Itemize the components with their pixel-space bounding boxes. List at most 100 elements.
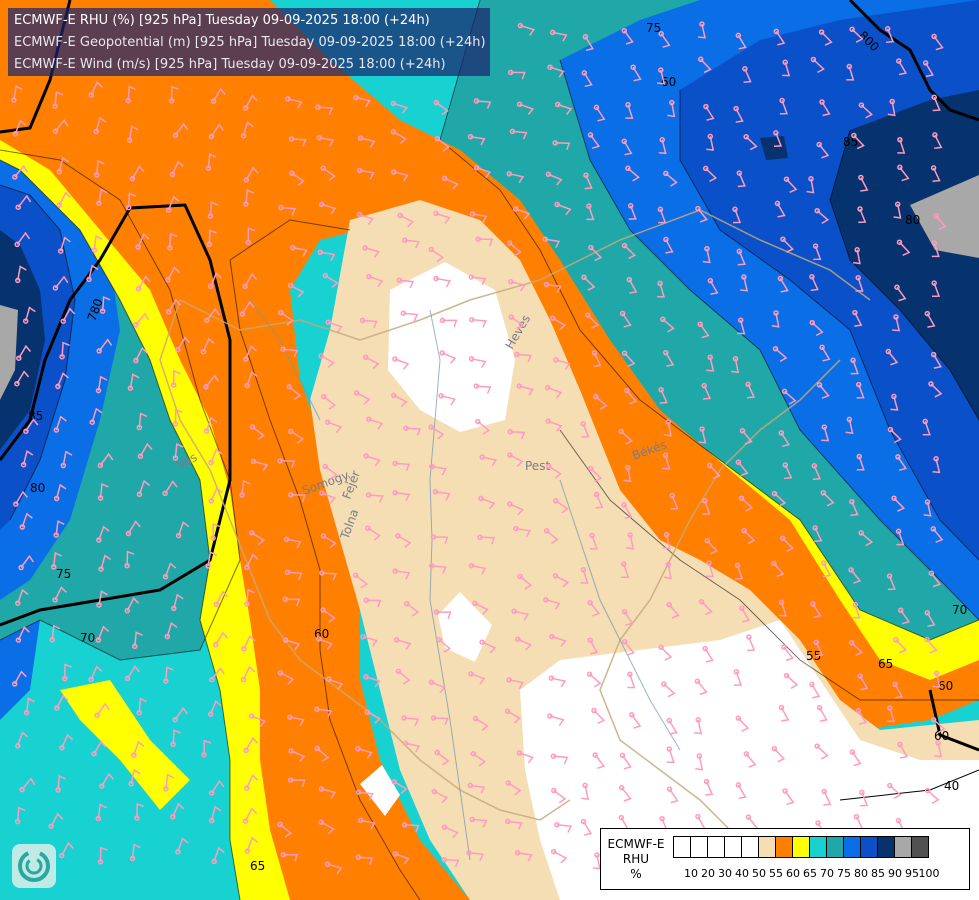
wind-barb	[898, 60, 908, 76]
wind-barb	[127, 85, 136, 101]
wind-barb-station	[248, 713, 255, 719]
legend-tick-label: 20	[701, 867, 715, 880]
wind-barb	[480, 497, 496, 510]
wind-barb	[289, 716, 305, 727]
wind-barb-station	[135, 286, 142, 292]
wind-barb	[215, 590, 229, 605]
wind-barb	[126, 550, 135, 566]
wind-barb	[174, 408, 183, 424]
wind-barb	[480, 536, 496, 545]
wind-barb-station	[858, 174, 864, 181]
wind-barb-station	[884, 26, 891, 32]
wind-barb	[625, 104, 634, 119]
wind-barb-station	[285, 96, 291, 102]
wind-barb	[355, 574, 368, 589]
wind-barb	[470, 673, 486, 685]
wind-barb	[208, 229, 217, 245]
wind-barb	[431, 465, 447, 476]
wind-barb-station	[704, 245, 710, 252]
wind-barb	[551, 635, 567, 647]
wind-barb-station	[856, 453, 862, 460]
wind-barb	[24, 306, 36, 322]
wind-barb	[519, 103, 534, 115]
wind-barb-station	[430, 715, 437, 721]
wind-barb	[705, 781, 714, 796]
wind-barb	[631, 714, 642, 729]
wind-barb	[663, 683, 676, 698]
wind-barb	[50, 812, 64, 827]
wind-barb-station	[818, 29, 825, 35]
wind-barb-station	[403, 425, 409, 431]
wind-barb	[211, 779, 225, 794]
wind-barb-station	[930, 351, 937, 358]
wind-barb-station	[475, 236, 481, 242]
wind-barb	[435, 491, 451, 501]
wind-barb-station	[320, 393, 327, 400]
wind-barb-station	[363, 674, 369, 680]
wind-barb	[821, 101, 831, 117]
wind-barb	[477, 421, 491, 435]
wind-barb	[57, 774, 67, 791]
wind-barb-station	[554, 822, 560, 828]
wind-barb-station	[810, 56, 817, 63]
wind-barb-station	[815, 820, 821, 826]
wind-barb	[737, 35, 747, 50]
wind-barb	[889, 784, 902, 799]
wind-barb	[520, 24, 536, 36]
wind-barb	[287, 98, 303, 109]
wind-barb	[815, 642, 824, 657]
wind-barb	[700, 58, 712, 74]
wind-barb-station	[924, 610, 931, 616]
wind-barb-station	[438, 393, 444, 399]
wind-barb	[782, 61, 791, 77]
wind-barb	[362, 319, 378, 329]
wind-barb-station	[702, 165, 709, 172]
wind-barb-station	[244, 601, 250, 607]
wind-barb-station	[314, 745, 321, 752]
wind-barb-station	[60, 318, 66, 324]
wind-barb	[854, 312, 863, 327]
contour-label: 55	[806, 649, 821, 663]
wind-barb	[246, 553, 259, 568]
wind-barb-station	[95, 387, 102, 394]
wind-barb-station	[588, 244, 594, 251]
wind-barb-station	[392, 568, 398, 574]
wind-barb	[58, 156, 70, 172]
wind-barb-station	[554, 201, 560, 208]
wind-barb	[93, 740, 107, 755]
wind-barb-station	[855, 381, 862, 388]
wind-barb	[660, 33, 671, 48]
wind-barb	[241, 479, 251, 495]
wind-barb	[57, 372, 69, 387]
wind-barb	[397, 535, 412, 549]
wind-barb	[52, 551, 62, 567]
wind-barb-station	[56, 202, 63, 208]
wind-barb-station	[859, 789, 865, 796]
wind-barb	[931, 242, 940, 258]
wind-barb-station	[54, 705, 60, 711]
field-below-50-south	[360, 765, 400, 816]
wind-barb	[549, 66, 565, 78]
wind-barb	[698, 23, 706, 39]
wind-barb	[662, 455, 671, 470]
wind-barb	[735, 108, 744, 123]
wind-barb-station	[129, 855, 136, 862]
wind-barb-station	[363, 354, 369, 361]
wind-barb-station	[733, 105, 739, 112]
wind-barb-station	[816, 141, 822, 148]
wind-barb-station	[241, 645, 247, 652]
wind-barb	[205, 416, 218, 432]
wind-barb	[930, 572, 942, 588]
wind-barb	[323, 535, 337, 549]
wind-barb	[779, 100, 788, 115]
wind-barb	[933, 354, 942, 369]
wind-barb	[21, 512, 33, 528]
wind-barb	[702, 385, 712, 400]
wind-barb-station	[893, 314, 899, 320]
wind-barb	[431, 565, 447, 574]
wind-barb	[592, 854, 601, 870]
wind-barb-station	[849, 26, 855, 33]
wind-barb-station	[895, 817, 902, 824]
wind-barb	[515, 527, 531, 538]
